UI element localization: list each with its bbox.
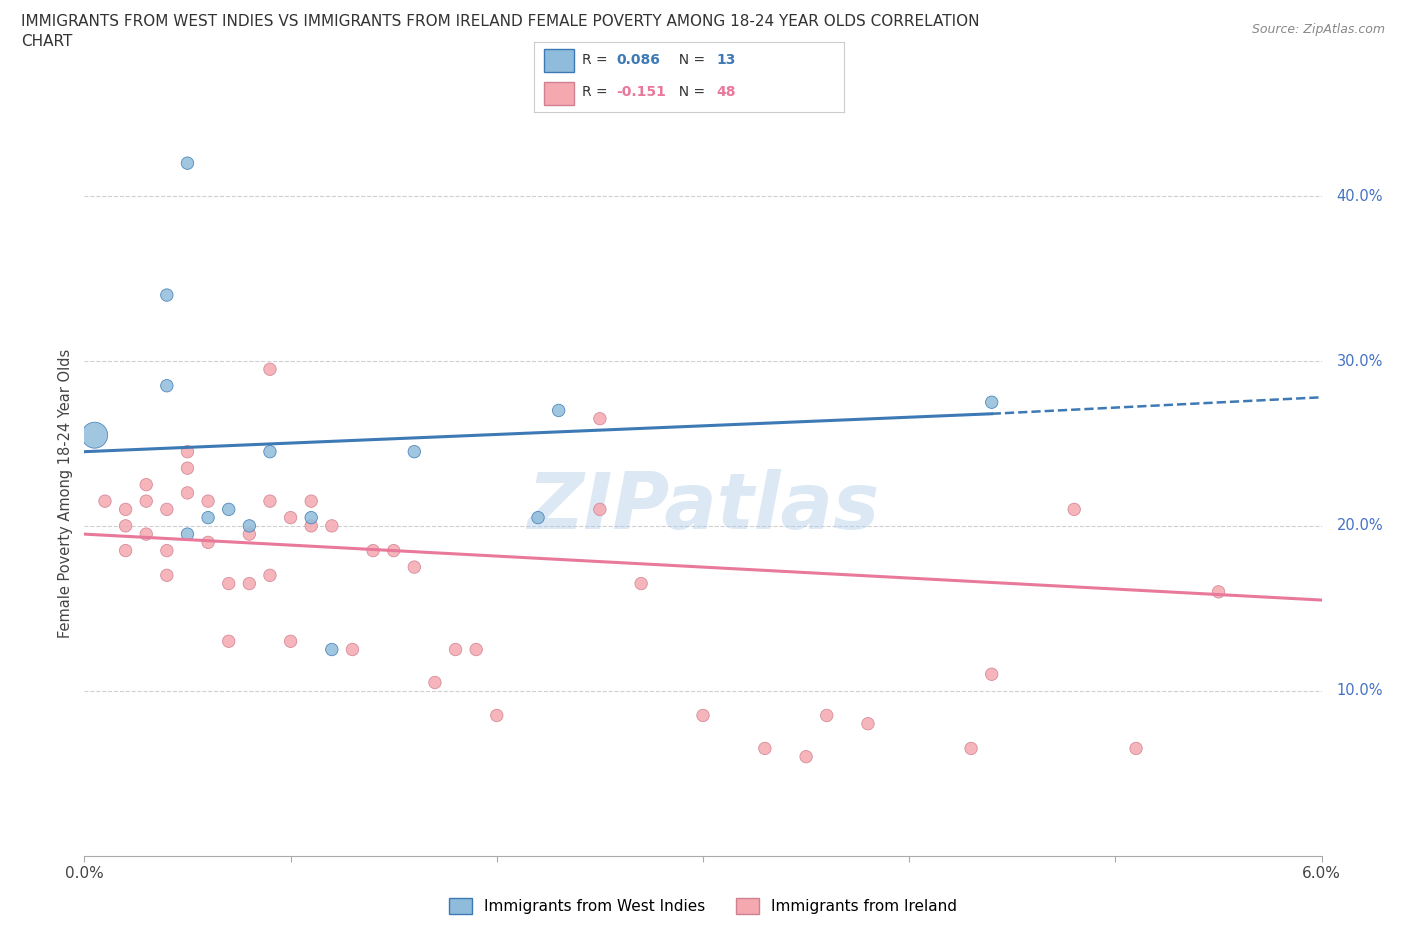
Point (960, 741, 983, 756)
Point (280, 511, 302, 525)
Point (259, 568, 281, 583)
Text: ZIPatlas: ZIPatlas (527, 470, 879, 545)
Point (259, 445, 281, 459)
Point (465, 642, 488, 657)
Point (176, 155, 198, 170)
Point (197, 535, 219, 550)
Text: N =: N = (671, 53, 710, 67)
Point (238, 526, 260, 541)
Point (382, 543, 405, 558)
Text: N =: N = (671, 86, 710, 100)
Text: 30.0%: 30.0% (1337, 353, 1384, 368)
Point (815, 708, 838, 723)
Text: 13: 13 (717, 53, 737, 67)
Point (197, 511, 219, 525)
Text: R =: R = (582, 53, 612, 67)
Legend: Immigrants from West Indies, Immigrants from Ireland: Immigrants from West Indies, Immigrants … (443, 892, 963, 921)
Point (980, 394, 1002, 409)
Point (527, 511, 550, 525)
Point (218, 634, 240, 649)
Point (299, 518, 322, 533)
Point (238, 518, 260, 533)
Point (135, 494, 157, 509)
Point (856, 716, 879, 731)
Point (404, 445, 426, 459)
Point (444, 642, 467, 657)
Point (135, 477, 157, 492)
Text: 40.0%: 40.0% (1337, 189, 1384, 204)
Point (114, 543, 136, 558)
Text: -0.151: -0.151 (616, 86, 666, 100)
Point (589, 411, 612, 426)
Point (754, 741, 776, 756)
Point (692, 708, 714, 723)
Point (547, 403, 569, 418)
Text: 0.086: 0.086 (616, 53, 661, 67)
Point (404, 560, 426, 575)
Point (299, 511, 322, 525)
Point (197, 494, 219, 509)
Text: CHART: CHART (21, 34, 73, 49)
Point (1208, 584, 1230, 599)
FancyBboxPatch shape (544, 82, 575, 105)
Point (83, 428, 105, 443)
Point (342, 642, 364, 657)
Point (238, 576, 260, 591)
Point (259, 494, 281, 509)
Point (980, 667, 1002, 682)
Point (176, 526, 198, 541)
Point (176, 485, 198, 500)
FancyBboxPatch shape (544, 49, 575, 72)
Point (114, 518, 136, 533)
Point (156, 502, 179, 517)
Point (321, 642, 343, 657)
Point (423, 675, 446, 690)
Text: IMMIGRANTS FROM WEST INDIES VS IMMIGRANTS FROM IRELAND FEMALE POVERTY AMONG 18-2: IMMIGRANTS FROM WEST INDIES VS IMMIGRANT… (21, 14, 980, 29)
Point (156, 287, 179, 302)
Point (94, 494, 117, 509)
Point (135, 526, 157, 541)
Point (156, 543, 179, 558)
Text: 48: 48 (717, 86, 737, 100)
Y-axis label: Female Poverty Among 18-24 Year Olds: Female Poverty Among 18-24 Year Olds (58, 348, 73, 638)
Point (114, 502, 136, 517)
Point (589, 502, 612, 517)
Point (218, 576, 240, 591)
Point (176, 445, 198, 459)
Point (218, 502, 240, 517)
Point (156, 379, 179, 393)
Point (1125, 741, 1147, 756)
Point (299, 494, 322, 509)
Point (630, 576, 652, 591)
Point (280, 634, 302, 649)
Text: R =: R = (582, 86, 612, 100)
Text: 10.0%: 10.0% (1337, 684, 1384, 698)
Point (794, 750, 817, 764)
Text: 20.0%: 20.0% (1337, 518, 1384, 534)
Point (259, 362, 281, 377)
Point (361, 543, 384, 558)
Point (176, 460, 198, 475)
Point (1063, 502, 1085, 517)
Text: Source: ZipAtlas.com: Source: ZipAtlas.com (1251, 23, 1385, 36)
Point (321, 518, 343, 533)
Point (485, 708, 508, 723)
Point (156, 568, 179, 583)
